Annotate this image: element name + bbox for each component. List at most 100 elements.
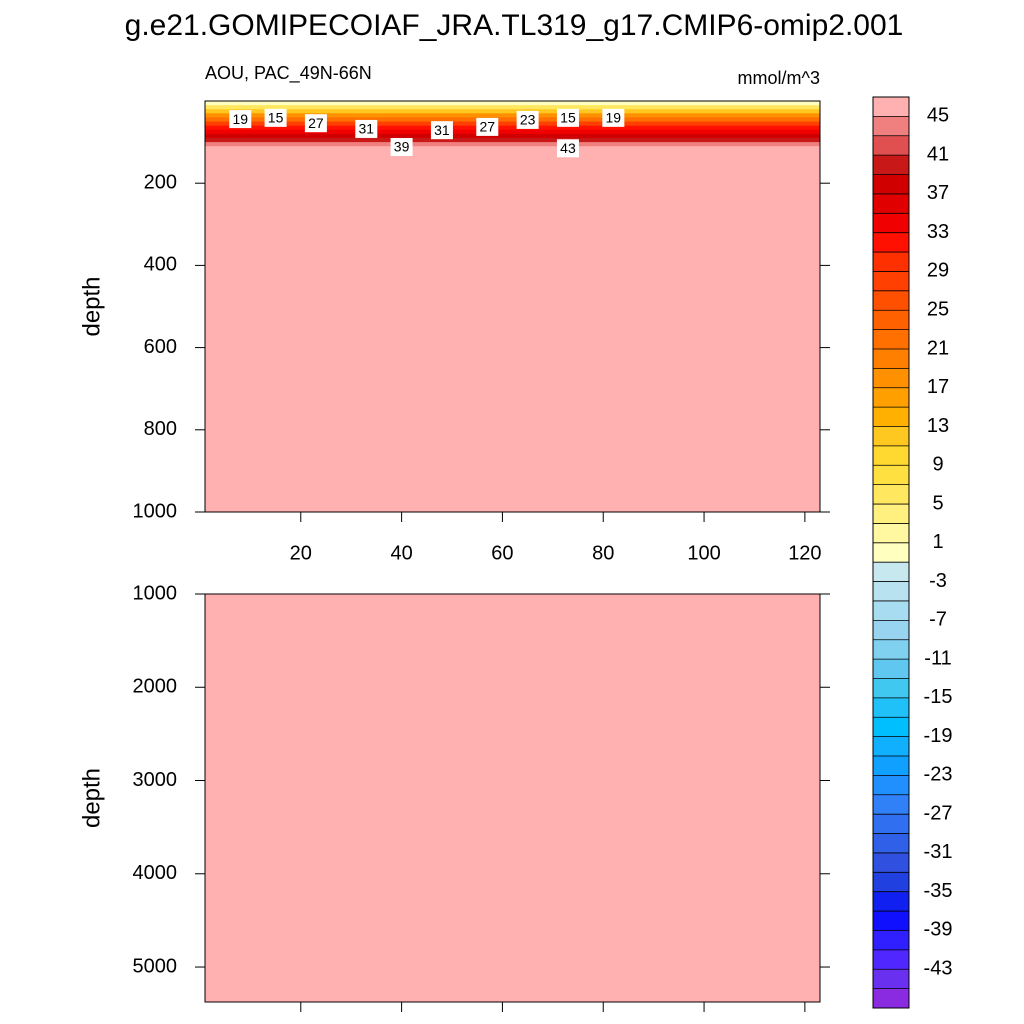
contour-band bbox=[205, 109, 820, 114]
contour-band bbox=[205, 137, 820, 143]
x-tick-label: 120 bbox=[788, 542, 821, 564]
y-tick-label: 1000 bbox=[133, 500, 178, 522]
colorbar-box bbox=[873, 213, 909, 233]
colorbar-label: -19 bbox=[924, 725, 953, 747]
colorbar-box bbox=[873, 155, 909, 175]
x-tick-label: 80 bbox=[592, 542, 614, 564]
colorbar-label: 29 bbox=[927, 260, 949, 282]
x-tick-label: 20 bbox=[290, 542, 312, 564]
colorbar-box bbox=[873, 891, 909, 912]
colorbar-frame bbox=[872, 96, 910, 1009]
colorbar-label: 33 bbox=[927, 221, 949, 243]
colorbar-box bbox=[873, 911, 909, 931]
colorbar-box bbox=[873, 252, 909, 272]
contour-band bbox=[205, 113, 820, 118]
left-title: AOU, PAC_49N-66N bbox=[205, 63, 372, 84]
colorbar-box bbox=[873, 271, 909, 291]
colorbar-box bbox=[873, 445, 909, 466]
colorbar-box bbox=[873, 930, 909, 950]
contour-label: 43 bbox=[560, 140, 576, 156]
x-tick-label: 60 bbox=[491, 542, 513, 564]
y-tick-label: 4000 bbox=[133, 862, 178, 884]
contour-band bbox=[205, 125, 820, 131]
colorbar-box bbox=[873, 756, 909, 776]
contour-label: 39 bbox=[394, 139, 410, 155]
colorbar-box bbox=[873, 135, 909, 156]
contour-label: 19 bbox=[232, 111, 248, 127]
colorbar-label: 5 bbox=[932, 492, 943, 514]
colorbar-box bbox=[873, 562, 909, 582]
contour-label: 31 bbox=[359, 121, 375, 137]
colorbar-label: 37 bbox=[927, 182, 949, 204]
plot-frame bbox=[204, 593, 821, 1003]
contour-label: 23 bbox=[520, 112, 536, 128]
colorbar-box bbox=[873, 775, 909, 795]
colorbar-box bbox=[873, 794, 909, 815]
x-tick-label: 100 bbox=[687, 542, 720, 564]
colorbar-box bbox=[873, 368, 909, 388]
colorbar-label: 17 bbox=[927, 376, 949, 398]
y-tick-label: 5000 bbox=[133, 955, 178, 977]
colorbar-box bbox=[873, 659, 909, 679]
colorbar-label: 25 bbox=[927, 298, 949, 320]
y-axis-label: depth bbox=[78, 768, 105, 828]
contour-band bbox=[205, 129, 820, 135]
colorbar-box bbox=[873, 852, 909, 873]
contour-label: 31 bbox=[434, 122, 450, 138]
colorbar-label: -27 bbox=[924, 802, 953, 824]
contour-label-box bbox=[556, 139, 579, 158]
y-tick-label: 3000 bbox=[133, 769, 178, 791]
contour-label-box bbox=[229, 110, 252, 129]
colorbar-box bbox=[873, 833, 909, 853]
colorbar-box bbox=[873, 310, 909, 330]
colorbar-box bbox=[873, 600, 909, 621]
colorbar-label: -7 bbox=[929, 609, 947, 631]
contour-label-box bbox=[602, 108, 625, 127]
colorbar-box bbox=[873, 465, 909, 485]
colorbar-label: 13 bbox=[927, 415, 949, 437]
contour-label-box bbox=[556, 108, 579, 127]
contour-label: 15 bbox=[268, 110, 284, 126]
contour-label-box bbox=[516, 110, 539, 129]
colorbar-label: 45 bbox=[927, 105, 949, 127]
colorbar-label: -3 bbox=[929, 570, 947, 592]
contour-band bbox=[205, 150, 820, 512]
contour-band bbox=[205, 142, 820, 147]
contour-band bbox=[205, 105, 820, 110]
colorbar-label: -23 bbox=[924, 764, 953, 786]
colorbar-box bbox=[873, 193, 909, 214]
colorbar-box bbox=[873, 717, 909, 737]
colorbar-box bbox=[873, 348, 909, 369]
contour-label-box bbox=[355, 119, 378, 138]
colorbar-label: -31 bbox=[924, 841, 953, 863]
colorbar-box bbox=[873, 232, 909, 253]
colorbar-box bbox=[873, 969, 909, 989]
x-tick-label: 40 bbox=[390, 542, 412, 564]
colorbar-box bbox=[873, 329, 909, 349]
colorbar-box bbox=[873, 872, 909, 892]
colorbar-label: 41 bbox=[927, 143, 949, 165]
colorbar-label: -11 bbox=[924, 647, 951, 669]
colorbar-box bbox=[873, 523, 909, 543]
colorbar-box bbox=[873, 97, 909, 117]
colorbar-label: 9 bbox=[932, 454, 943, 476]
figure-title: g.e21.GOMIPECOIAF_JRA.TL319_g17.CMIP6-om… bbox=[125, 9, 904, 42]
y-tick-label: 1000 bbox=[133, 582, 178, 604]
colorbar-box bbox=[873, 174, 909, 194]
colorbar-label: 21 bbox=[927, 337, 949, 359]
y-tick-label: 2000 bbox=[133, 676, 178, 698]
contour-label: 19 bbox=[606, 110, 622, 126]
colorbar-box bbox=[873, 697, 909, 718]
contour-label-box bbox=[264, 108, 287, 127]
colorbar-box bbox=[873, 988, 909, 1008]
contour-band bbox=[205, 133, 820, 139]
contour-band bbox=[205, 594, 820, 1003]
colorbar-box bbox=[873, 290, 909, 311]
contour-label-box bbox=[476, 117, 499, 136]
colorbar-box bbox=[873, 620, 909, 640]
colorbar-box bbox=[873, 504, 909, 524]
right-title: mmol/m^3 bbox=[738, 68, 820, 88]
colorbar-box bbox=[873, 407, 909, 427]
colorbar-box bbox=[873, 542, 909, 563]
contour-band bbox=[205, 146, 820, 151]
